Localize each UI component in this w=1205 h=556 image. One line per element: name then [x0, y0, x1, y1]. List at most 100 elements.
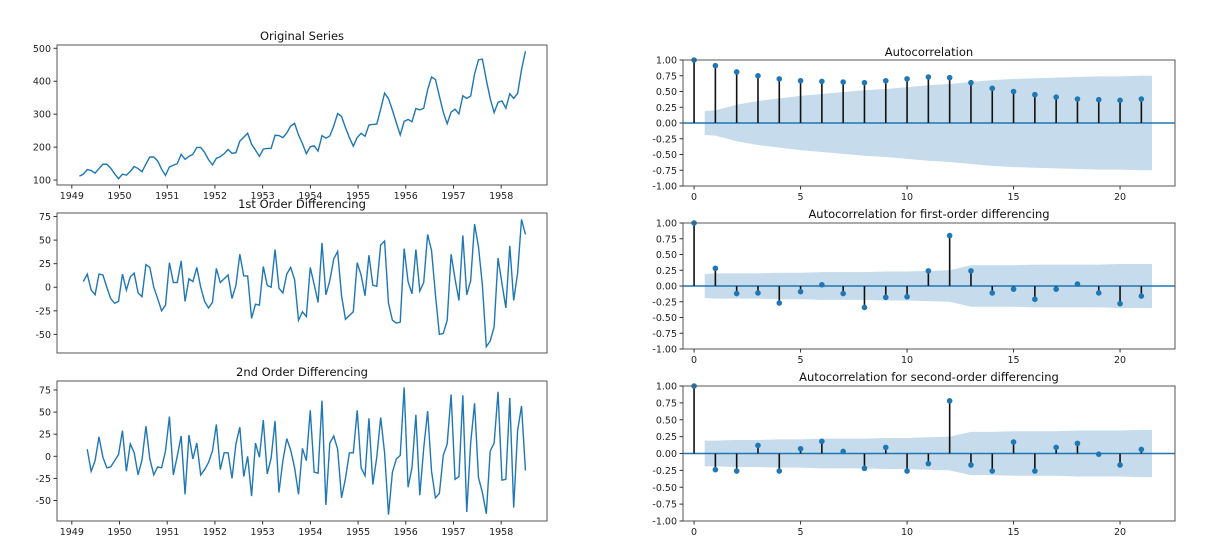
acf-marker [755, 72, 761, 79]
acf-marker [882, 444, 889, 451]
x-tick-label: 20 [1114, 192, 1126, 203]
title-acf-original: Autocorrelation [885, 45, 973, 59]
acf-marker [989, 468, 996, 474]
y-tick-label: -0.75 [652, 329, 677, 340]
acf-marker [1117, 462, 1123, 468]
x-tick-label: 1956 [394, 527, 418, 538]
acf-marker [946, 398, 953, 404]
y-tick-label: 500 [33, 44, 51, 55]
acf-marker [882, 77, 889, 84]
acf-marker [1032, 468, 1038, 474]
series-line [82, 219, 527, 349]
x-tick-label: 1957 [441, 527, 465, 538]
acf-marker [712, 466, 719, 473]
y-tick-label: -25 [35, 306, 51, 317]
acf-marker [904, 293, 910, 300]
y-tick-label: 75 [39, 386, 51, 397]
x-tick-label: 5 [798, 192, 804, 203]
y-tick-label: 0.25 [656, 266, 677, 277]
acf-marker [1138, 96, 1145, 102]
acf-marker [1095, 451, 1102, 457]
acf-marker [1138, 293, 1145, 299]
x-tick-label: 15 [1008, 355, 1020, 366]
title-first-differencing: 1st Order Differencing [238, 197, 366, 211]
y-tick-label: -0.25 [652, 466, 677, 477]
y-tick-label: -0.25 [652, 134, 677, 145]
x-tick-label: 1952 [203, 527, 227, 538]
x-tick-label: 15 [1008, 527, 1020, 538]
acf-marker [840, 79, 846, 85]
acf-marker [840, 448, 846, 455]
y-tick-label: 0.50 [656, 415, 677, 426]
acf-marker [797, 445, 804, 452]
x-tick-label: 1957 [441, 191, 465, 202]
y-tick-label: 0.50 [656, 250, 677, 261]
y-tick-label: -0.75 [652, 500, 677, 511]
x-tick-label: 10 [901, 527, 913, 538]
y-tick-label: -25 [35, 474, 51, 485]
acf-marker [989, 290, 996, 296]
acf-marker [946, 74, 953, 81]
y-tick-label: 0.00 [656, 282, 677, 293]
acf-marker [755, 442, 761, 449]
y-tick-label: 0 [45, 452, 51, 463]
y-tick-label: 0.00 [656, 449, 677, 460]
y-tick-label: 0.00 [656, 119, 677, 130]
acf-marker [1095, 290, 1102, 296]
acf-marker [1117, 300, 1123, 307]
acf-marker [1010, 286, 1017, 292]
x-tick-label: 1958 [489, 191, 513, 202]
acf-marker [1053, 286, 1059, 292]
y-tick-label: 0.25 [656, 103, 677, 114]
y-tick-label: 0.75 [656, 234, 677, 245]
acf-marker [1053, 444, 1059, 451]
x-tick-label: 1954 [298, 527, 322, 538]
axes-frame [56, 380, 548, 522]
y-tick-label: 0 [45, 283, 51, 294]
x-tick-label: 1949 [60, 527, 84, 538]
x-tick-label: 10 [901, 192, 913, 203]
acf-marker [733, 290, 740, 297]
acf-marker [1117, 97, 1123, 104]
x-tick-label: 0 [691, 192, 697, 203]
y-tick-label: -0.50 [652, 483, 677, 494]
x-tick-label: 1953 [251, 191, 275, 202]
x-tick-label: 1958 [489, 527, 513, 538]
acf-marker [797, 77, 804, 84]
y-tick-label: 25 [39, 430, 51, 441]
acf-marker [1010, 88, 1017, 95]
subplot-1: -50 -25 0 25 50 75 [35, 212, 548, 354]
y-tick-label: 50 [39, 236, 51, 247]
y-tick-label: 75 [39, 212, 51, 223]
title-original-series: Original Series [260, 29, 344, 43]
x-tick-label: 1955 [346, 527, 370, 538]
acf-marker [819, 78, 825, 85]
acf-marker [776, 76, 783, 82]
acf-marker [1074, 440, 1081, 447]
acf-marker [1138, 446, 1145, 453]
x-tick-label: 15 [1008, 192, 1020, 203]
y-tick-label: -0.50 [652, 150, 677, 161]
y-tick-label: 25 [39, 259, 51, 270]
acf-marker [840, 290, 846, 297]
y-tick-label: 0.75 [656, 398, 677, 409]
acf-marker [989, 85, 996, 92]
y-tick-label: -0.75 [652, 166, 677, 177]
acf-marker [882, 294, 889, 301]
acf-marker [1010, 439, 1017, 445]
x-tick-label: 1956 [394, 191, 418, 202]
acf-marker [1074, 281, 1081, 287]
acf-marker [904, 76, 910, 82]
x-tick-label: 0 [691, 355, 697, 366]
x-tick-label: 1952 [203, 191, 227, 202]
x-tick-label: 1949 [60, 191, 84, 202]
acf-marker [755, 290, 761, 296]
axes-frame [56, 212, 548, 354]
x-tick-label: 1951 [155, 527, 179, 538]
y-tick-label: -0.25 [652, 297, 677, 308]
acf-marker [1095, 96, 1102, 103]
acf-marker [861, 304, 868, 311]
acf-marker [819, 438, 825, 445]
acf-marker [819, 281, 825, 288]
